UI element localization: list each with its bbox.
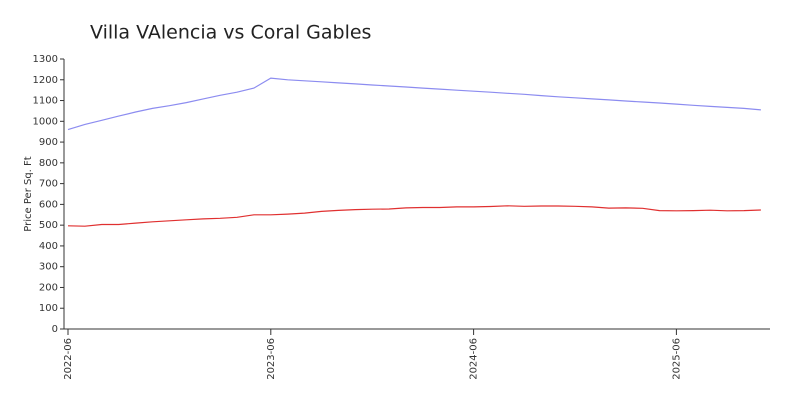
y-tick-label: 800 bbox=[39, 158, 58, 169]
y-tick-label: 500 bbox=[39, 220, 58, 231]
y-tick-label: 400 bbox=[39, 241, 58, 252]
y-tick-label: 1100 bbox=[33, 96, 58, 107]
series-line bbox=[67, 205, 761, 227]
y-tick-label: 600 bbox=[39, 199, 58, 210]
y-tick-label: 100 bbox=[39, 303, 58, 314]
x-tick-label: 2024-06 bbox=[469, 338, 480, 380]
y-tick-label: 700 bbox=[39, 179, 58, 190]
y-tick-label: 1200 bbox=[33, 75, 58, 86]
x-tick-label: 2025-06 bbox=[671, 338, 682, 380]
y-tick-label: 200 bbox=[39, 282, 58, 293]
y-axis-label: Price Per Sq. Ft bbox=[23, 156, 34, 231]
x-tick-label: 2022-06 bbox=[63, 338, 74, 380]
series-line bbox=[67, 77, 761, 131]
chart-title: Villa VAlencia vs Coral Gables bbox=[90, 22, 371, 44]
y-tick-label: 1000 bbox=[33, 116, 58, 127]
y-tick-label: 0 bbox=[52, 324, 58, 335]
y-tick-label: 1300 bbox=[33, 54, 58, 65]
y-tick-label: 900 bbox=[39, 137, 58, 148]
y-tick-label: 300 bbox=[39, 262, 58, 273]
x-tick-label: 2023-06 bbox=[266, 338, 277, 380]
